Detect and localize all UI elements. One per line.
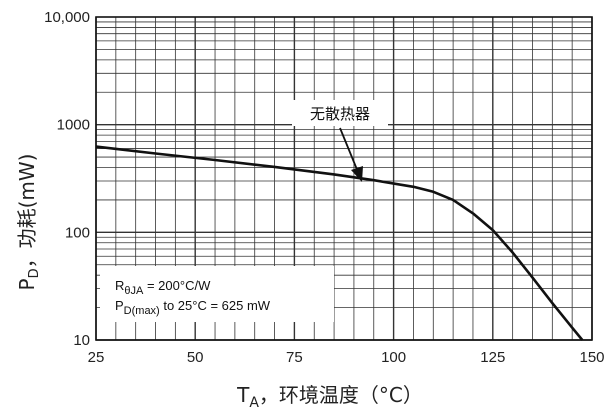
callout-box — [292, 100, 388, 126]
note-line-1-rest: = 200°C/W — [143, 278, 211, 293]
y-axis-label-main: P — [15, 278, 39, 290]
x-tick-label: 50 — [187, 349, 204, 366]
note-line-1-sub: θJA — [124, 285, 144, 297]
x-tick-label: 125 — [480, 349, 505, 366]
note-box — [100, 266, 334, 322]
x-tick-labels: 25 50 75 100 125 150 — [88, 349, 605, 366]
y-axis-label-rest: ，功耗(mW) — [15, 154, 39, 269]
x-axis-label-rest: ，环境温度（°C） — [259, 383, 423, 407]
y-tick-label: 10,000 — [44, 9, 90, 26]
x-tick-label: 150 — [579, 349, 604, 366]
x-axis-label-sub: A — [249, 395, 259, 411]
y-axis-label: PD，功耗(mW) — [15, 154, 42, 291]
plot-frame — [95, 16, 593, 341]
callout-label: 无散热器 — [310, 105, 370, 123]
note-line-2: PD(max) to 25°C = 625 mW — [115, 298, 271, 317]
x-axis-label-main: T — [236, 383, 250, 407]
minor-gridlines — [96, 17, 592, 340]
callout-arrow-shaft — [339, 127, 359, 173]
x-tick-label: 75 — [286, 349, 303, 366]
note-line-2-sub: D(max) — [124, 305, 160, 317]
series-line-no-heatsink — [95, 145, 584, 341]
note-line-1-main: R — [115, 278, 124, 293]
note-line-2-rest: to 25°C = 625 mW — [160, 298, 271, 313]
y-tick-label: 10 — [73, 332, 90, 349]
note-line-1: RθJA = 200°C/W — [115, 278, 211, 297]
y-tick-label: 1000 — [57, 117, 90, 134]
x-tick-label: 25 — [88, 349, 105, 366]
note-line-2-main: P — [115, 298, 124, 313]
x-axis-label: TA，环境温度（°C） — [236, 383, 423, 411]
x-tick-label: 100 — [381, 349, 406, 366]
callout-arrowhead — [351, 166, 363, 182]
y-tick-labels: 10 100 1000 10,000 — [44, 9, 90, 349]
y-tick-label: 100 — [65, 224, 90, 241]
y-axis-label-sub: D — [27, 268, 42, 278]
